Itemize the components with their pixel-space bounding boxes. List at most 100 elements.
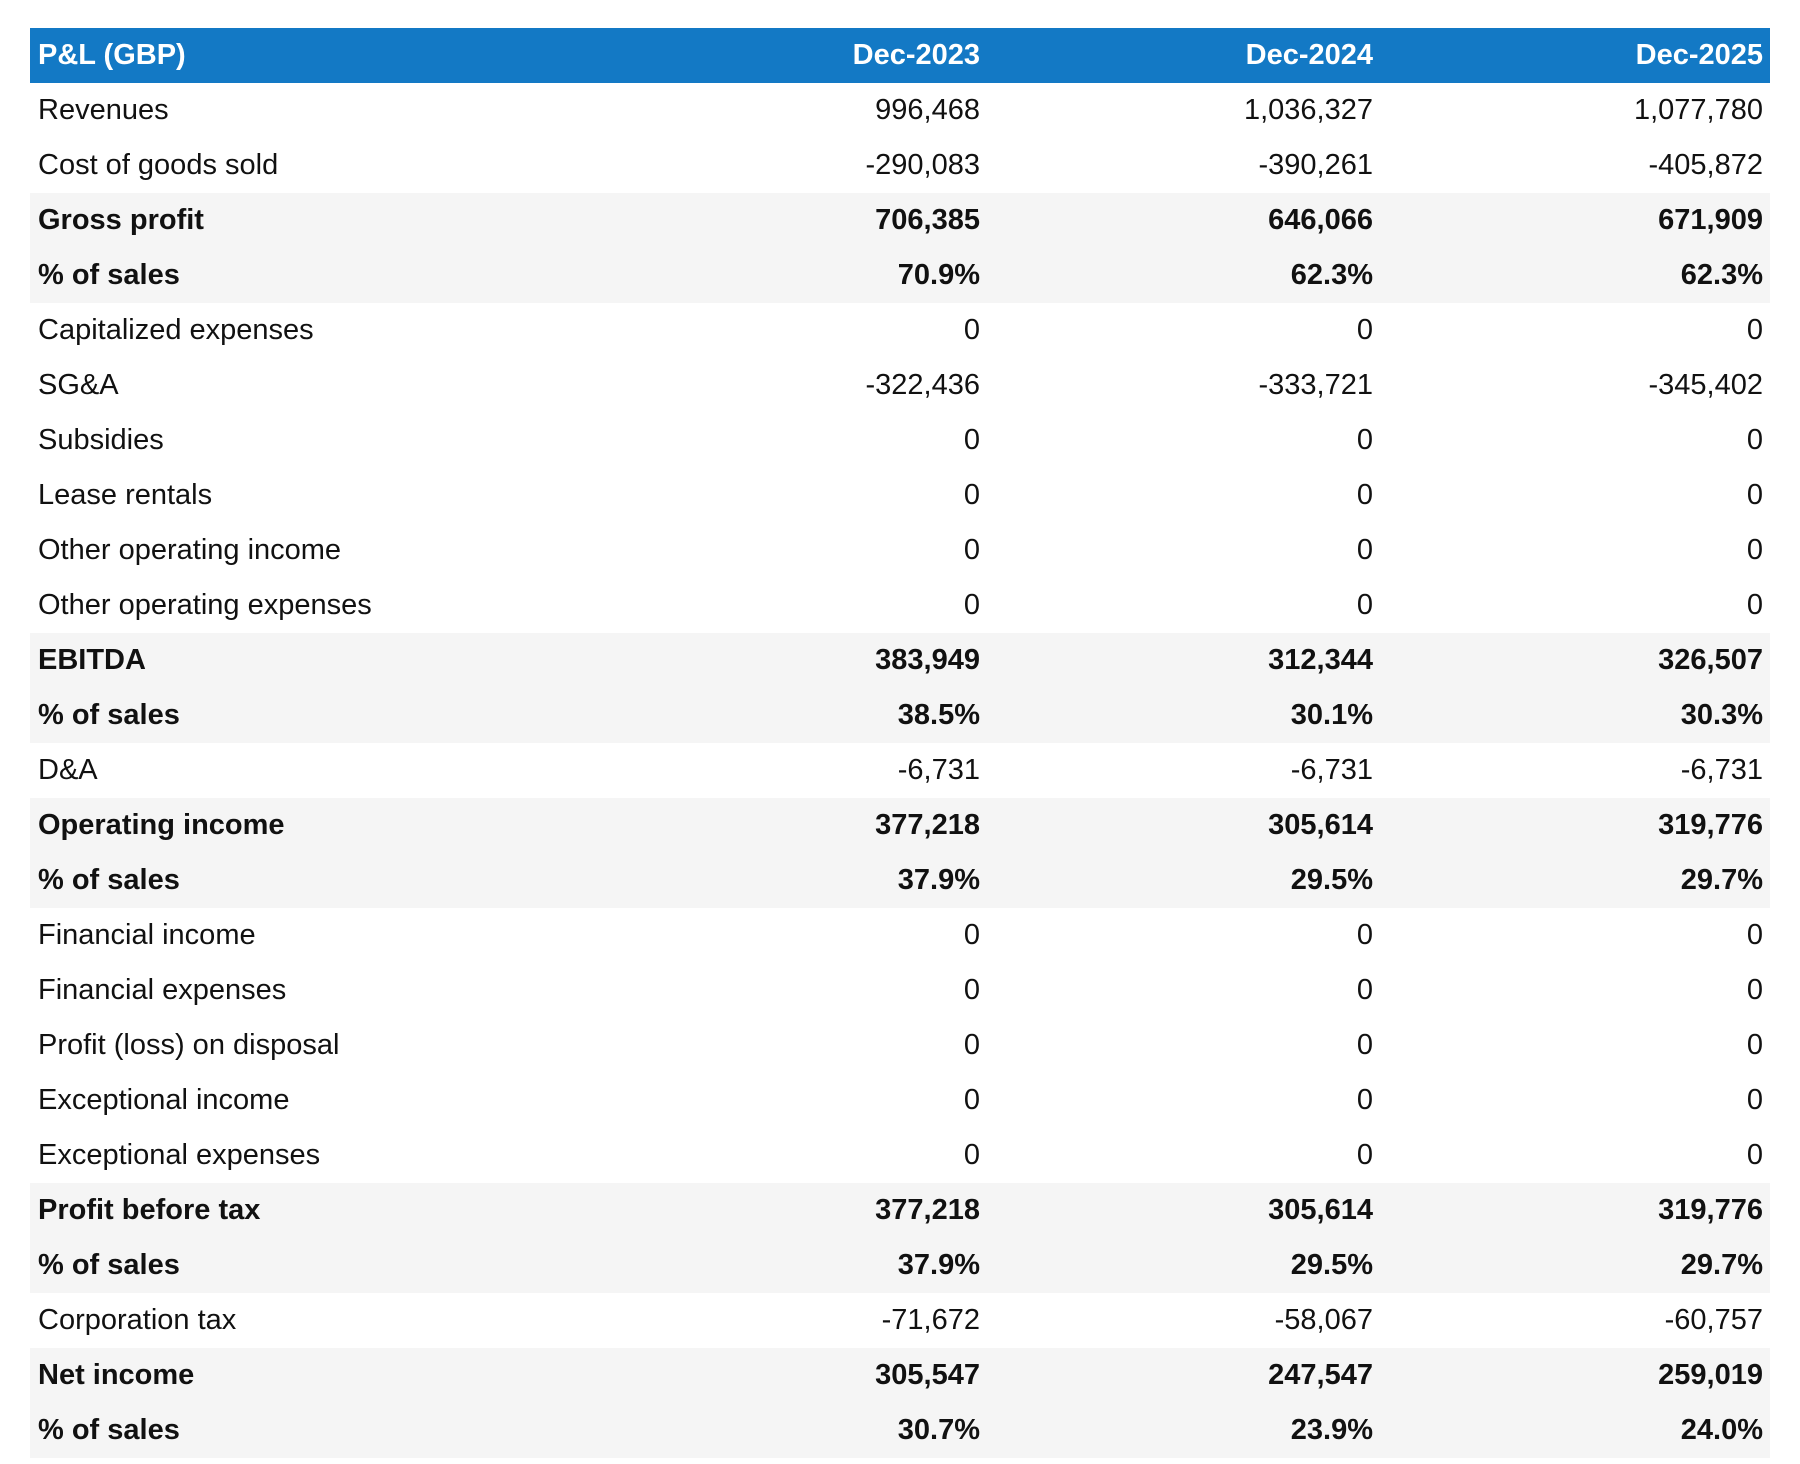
- pl-table: P&L (GBP) Dec-2023 Dec-2024 Dec-2025 Rev…: [30, 28, 1770, 1458]
- row-label: Other operating income: [38, 534, 342, 566]
- cell-value: -322,436: [865, 369, 981, 401]
- cell-value: 1,036,327: [1243, 94, 1373, 126]
- cell-value: 0: [963, 424, 980, 456]
- row-label: Financial income: [38, 919, 256, 951]
- cell-value: 23.9%: [1290, 1414, 1373, 1446]
- cell-value: 0: [963, 534, 980, 566]
- cell-value: 671,909: [1658, 204, 1763, 236]
- table-row: Net income 305,547 247,547 259,019: [30, 1348, 1770, 1403]
- row-label: Revenues: [38, 94, 169, 126]
- row-label: % of sales: [38, 259, 180, 291]
- row-label: Profit before tax: [38, 1194, 261, 1226]
- cell-value: 0: [1356, 1084, 1373, 1116]
- table-row: % of sales 37.9% 29.5% 29.7%: [30, 1238, 1770, 1293]
- cell-value: 0: [963, 1029, 980, 1061]
- cell-value: 62.3%: [1290, 259, 1373, 291]
- table-row: Subsidies 0 0 0: [30, 413, 1770, 468]
- cell-value: 0: [1356, 1029, 1373, 1061]
- cell-value: 29.5%: [1290, 1249, 1373, 1281]
- cell-value: 70.9%: [897, 259, 980, 291]
- cell-value: 24.0%: [1680, 1414, 1763, 1446]
- cell-value: 646,066: [1268, 204, 1373, 236]
- table-row: Operating income 377,218 305,614 319,776: [30, 798, 1770, 853]
- row-label: Corporation tax: [38, 1304, 237, 1336]
- row-label: % of sales: [38, 864, 180, 896]
- table-row: Financial expenses 0 0 0: [30, 963, 1770, 1018]
- cell-value: 37.9%: [897, 1249, 980, 1281]
- table-row: Lease rentals 0 0 0: [30, 468, 1770, 523]
- cell-value: 0: [1746, 1139, 1763, 1171]
- row-label: % of sales: [38, 699, 180, 731]
- row-label: % of sales: [38, 1249, 180, 1281]
- cell-value: 30.1%: [1290, 699, 1373, 731]
- cell-value: -390,261: [1258, 149, 1374, 181]
- header-cell: P&L (GBP): [38, 39, 186, 71]
- cell-value: -71,672: [881, 1304, 980, 1336]
- row-label: Cost of goods sold: [38, 149, 279, 181]
- cell-value: 37.9%: [897, 864, 980, 896]
- table-row: % of sales 70.9% 62.3% 62.3%: [30, 248, 1770, 303]
- table-row: Other operating income 0 0 0: [30, 523, 1770, 578]
- table-row: Profit before tax 377,218 305,614 319,776: [30, 1183, 1770, 1238]
- row-label: Lease rentals: [38, 479, 213, 511]
- table-row: % of sales 38.5% 30.1% 30.3%: [30, 688, 1770, 743]
- row-label: D&A: [38, 754, 98, 786]
- cell-value: 377,218: [875, 809, 980, 841]
- cell-value: 0: [1356, 424, 1373, 456]
- table-row: D&A -6,731 -6,731 -6,731: [30, 743, 1770, 798]
- cell-value: 706,385: [875, 204, 980, 236]
- cell-value: 0: [963, 974, 980, 1006]
- cell-value: 1,077,780: [1633, 94, 1763, 126]
- cell-value: 319,776: [1658, 809, 1763, 841]
- row-label: EBITDA: [38, 644, 146, 676]
- table-row: Financial income 0 0 0: [30, 908, 1770, 963]
- cell-value: -405,872: [1648, 149, 1764, 181]
- row-label: Operating income: [38, 809, 285, 841]
- cell-value: 247,547: [1268, 1359, 1373, 1391]
- cell-value: 0: [1356, 479, 1373, 511]
- row-label: Capitalized expenses: [38, 314, 314, 346]
- cell-value: 0: [1746, 314, 1763, 346]
- cell-value: 0: [1746, 424, 1763, 456]
- cell-value: 319,776: [1658, 1194, 1763, 1226]
- cell-value: 0: [963, 919, 980, 951]
- cell-value: 0: [963, 314, 980, 346]
- cell-value: 38.5%: [897, 699, 980, 731]
- row-label: Profit (loss) on disposal: [38, 1029, 340, 1061]
- cell-value: 0: [1746, 974, 1763, 1006]
- cell-value: 305,614: [1268, 1194, 1373, 1226]
- cell-value: -60,757: [1664, 1304, 1763, 1336]
- cell-value: 0: [1746, 479, 1763, 511]
- row-label: Net income: [38, 1359, 195, 1391]
- cell-value: 0: [1356, 1139, 1373, 1171]
- table-row: Revenues 996,468 1,036,327 1,077,780: [30, 83, 1770, 138]
- cell-value: 0: [1746, 919, 1763, 951]
- cell-value: 62.3%: [1680, 259, 1763, 291]
- table-row: Exceptional income 0 0 0: [30, 1073, 1770, 1128]
- header-row: P&L (GBP) Dec-2023 Dec-2024 Dec-2025: [30, 28, 1770, 83]
- cell-value: 0: [963, 1084, 980, 1116]
- cell-value: 305,614: [1268, 809, 1373, 841]
- row-label: Other operating expenses: [38, 589, 372, 621]
- cell-value: 0: [963, 1139, 980, 1171]
- cell-value: 0: [963, 479, 980, 511]
- row-label: Financial expenses: [38, 974, 287, 1006]
- cell-value: 29.7%: [1680, 1249, 1763, 1281]
- cell-value: -6,731: [897, 754, 980, 786]
- cell-value: 29.7%: [1680, 864, 1763, 896]
- cell-value: 30.3%: [1680, 699, 1763, 731]
- cell-value: -333,721: [1258, 369, 1374, 401]
- table-row: Other operating expenses 0 0 0: [30, 578, 1770, 633]
- cell-value: -6,731: [1290, 754, 1373, 786]
- cell-value: 996,468: [875, 94, 980, 126]
- header-cell: Dec-2025: [1635, 39, 1763, 71]
- cell-value: 0: [1356, 314, 1373, 346]
- cell-value: 0: [1746, 1029, 1763, 1061]
- cell-value: 0: [1356, 589, 1373, 621]
- cell-value: 0: [1356, 534, 1373, 566]
- cell-value: 30.7%: [897, 1414, 980, 1446]
- cell-value: 0: [1746, 1084, 1763, 1116]
- row-label: SG&A: [38, 369, 119, 401]
- cell-value: 305,547: [875, 1359, 980, 1391]
